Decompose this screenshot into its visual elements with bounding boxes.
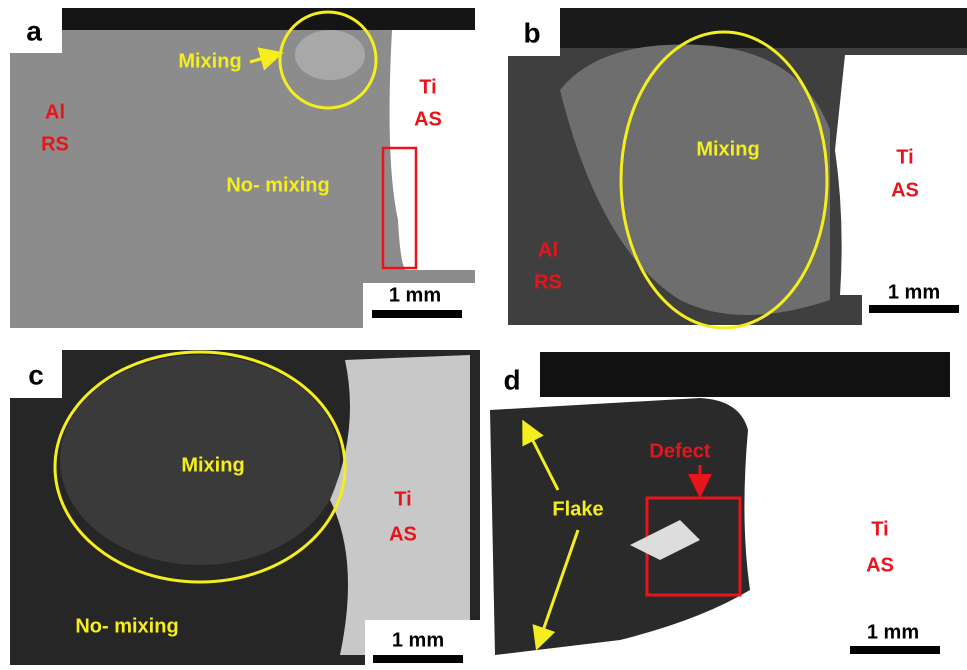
label: Ti	[896, 146, 913, 168]
panel-c: c Mixing Ti AS No- mixing 1 mm	[10, 350, 480, 665]
label: Mixing	[696, 138, 759, 160]
label: Mixing	[181, 454, 244, 476]
panel-letter: c	[28, 359, 44, 390]
label: No- mixing	[75, 615, 178, 637]
panel-letter: a	[26, 15, 42, 46]
label: AS	[891, 179, 919, 201]
label: Mixing	[178, 50, 241, 72]
panel-a: a Mixing Al RS Ti AS No- mixing 1 mm	[10, 8, 475, 328]
label: No- mixing	[226, 174, 329, 196]
panel-letter: b	[523, 17, 540, 48]
label: AS	[414, 108, 442, 130]
scale-bar-label: 1 mm	[389, 284, 441, 306]
panel-b: b Mixing Ti AS Al RS 1 mm	[508, 8, 967, 328]
figure: a Mixing Al RS Ti AS No- mixing 1 mm b M…	[0, 0, 967, 670]
label: Ti	[871, 518, 888, 540]
label: Al	[45, 101, 65, 123]
label: AS	[866, 554, 894, 576]
label: AS	[389, 523, 417, 545]
label: Al	[538, 239, 558, 261]
label: Flake	[552, 498, 603, 520]
label: RS	[534, 271, 562, 293]
scale-bar-label: 1 mm	[888, 281, 940, 303]
scale-bar-label: 1 mm	[867, 621, 919, 643]
label: Defect	[649, 440, 710, 462]
label: Ti	[394, 488, 411, 510]
scale-bar-label: 1 mm	[392, 629, 444, 651]
label: Ti	[419, 76, 436, 98]
label: RS	[41, 133, 69, 155]
panel-letter: d	[503, 364, 520, 395]
panel-d: d Defect Flake Ti AS 1 mm	[490, 352, 967, 665]
